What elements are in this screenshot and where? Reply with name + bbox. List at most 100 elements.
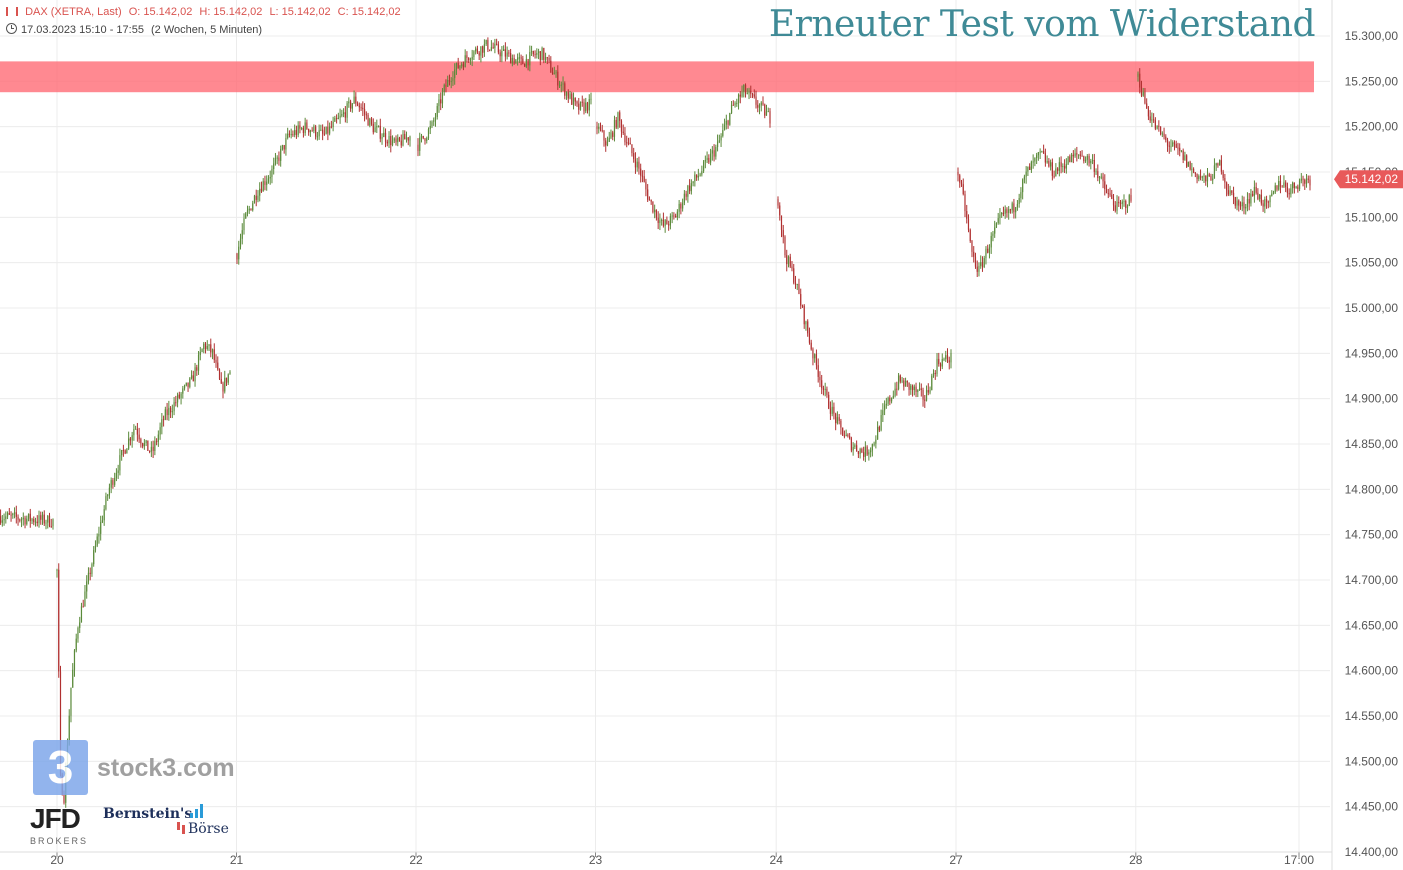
candle-body (585, 102, 587, 112)
y-tick-label: 14.500,00 (1345, 754, 1399, 768)
candle-body (725, 120, 727, 125)
candle-body (599, 126, 602, 131)
candle-body (995, 223, 998, 228)
candle-body (1006, 209, 1008, 213)
candle-body (1224, 177, 1226, 183)
candle-body (353, 96, 355, 104)
candle-body (119, 455, 121, 471)
last-price-marker: 15.142,02 (1334, 170, 1403, 189)
candle-body (894, 388, 896, 396)
candle-body (166, 409, 168, 416)
candle-body (610, 132, 612, 138)
candle-body (135, 428, 137, 430)
candle-body (433, 120, 435, 122)
candle-body (966, 211, 968, 219)
candle-body (1079, 154, 1081, 156)
y-tick-label: 15.000,00 (1345, 301, 1399, 315)
candle-body (136, 428, 138, 435)
candle-body (1271, 193, 1273, 196)
candle-body (68, 715, 70, 745)
candle-body (462, 64, 465, 68)
candle-body (79, 622, 81, 628)
candle-body (1039, 151, 1041, 153)
candle-body (508, 52, 510, 54)
candle-body (156, 441, 158, 443)
candle-body (429, 126, 431, 130)
candle-body (673, 215, 675, 217)
candle-body (1161, 133, 1163, 135)
candle-body (915, 386, 917, 392)
candle-body (40, 515, 42, 520)
candle-body (327, 126, 329, 134)
last-price-label: 15.142,02 (1345, 172, 1399, 186)
candle-body (464, 55, 466, 68)
candle-body (999, 214, 1001, 219)
candle-body (850, 438, 852, 451)
candle-body (543, 48, 545, 60)
candle-body (269, 176, 271, 179)
candle-body (520, 57, 522, 59)
candle-body (313, 126, 315, 132)
candle-body (1153, 119, 1155, 121)
candle-body (169, 407, 172, 413)
candle-body (1053, 175, 1055, 177)
candle-body (1088, 156, 1090, 164)
candle-body (1227, 190, 1229, 195)
candle-body (1234, 197, 1236, 206)
candle-body (248, 208, 250, 211)
candle-body (441, 92, 444, 104)
candle-body (564, 83, 566, 96)
candle-body (476, 48, 479, 53)
candle-body (487, 40, 489, 50)
candle-body (626, 142, 628, 144)
candle-body (381, 137, 383, 139)
candle-body (1269, 195, 1271, 203)
candle-body (1222, 171, 1224, 178)
candle-body (367, 114, 369, 126)
candle-body (388, 136, 390, 144)
candle-body (897, 375, 900, 390)
candle-body (31, 519, 33, 522)
candle-body (63, 795, 65, 803)
y-tick-label: 14.600,00 (1345, 664, 1399, 678)
candle-body (696, 174, 698, 178)
candle-body (1274, 185, 1276, 193)
candle-body (1009, 209, 1012, 211)
candle-body (77, 627, 79, 639)
candle-body (417, 144, 419, 151)
candle-body (645, 181, 647, 190)
y-tick-label: 15.200,00 (1345, 120, 1399, 134)
candle-body (943, 358, 945, 360)
candle-body (1025, 171, 1027, 177)
candle-body (1180, 150, 1183, 152)
candle-body (1248, 199, 1250, 204)
candle-body (959, 175, 961, 183)
low-value: L: 15.142,02 (269, 6, 331, 18)
candle-body (962, 184, 964, 195)
candle-body (578, 103, 580, 110)
candle-body (1297, 186, 1299, 189)
candle-body (814, 354, 816, 359)
candle-body (720, 135, 722, 141)
candle-body (634, 159, 637, 168)
candle-body (1076, 153, 1078, 155)
candle-body (920, 388, 922, 390)
candle-body (927, 390, 929, 393)
candle-body (678, 203, 680, 212)
candle-body (798, 283, 800, 295)
candle-body (103, 509, 105, 521)
candle-body (395, 138, 397, 143)
candle-body (236, 253, 238, 260)
candle-body (889, 397, 891, 402)
candle-body (34, 521, 37, 523)
candle-body (1130, 195, 1132, 201)
candle-body (138, 434, 140, 440)
candle-body (483, 44, 486, 53)
candle-body (861, 449, 863, 453)
candle-body (553, 73, 555, 75)
candle-body (33, 519, 35, 523)
candle-body (1177, 147, 1179, 149)
candle-body (1015, 207, 1017, 213)
candle-body (56, 569, 58, 571)
candle-body (541, 48, 543, 61)
